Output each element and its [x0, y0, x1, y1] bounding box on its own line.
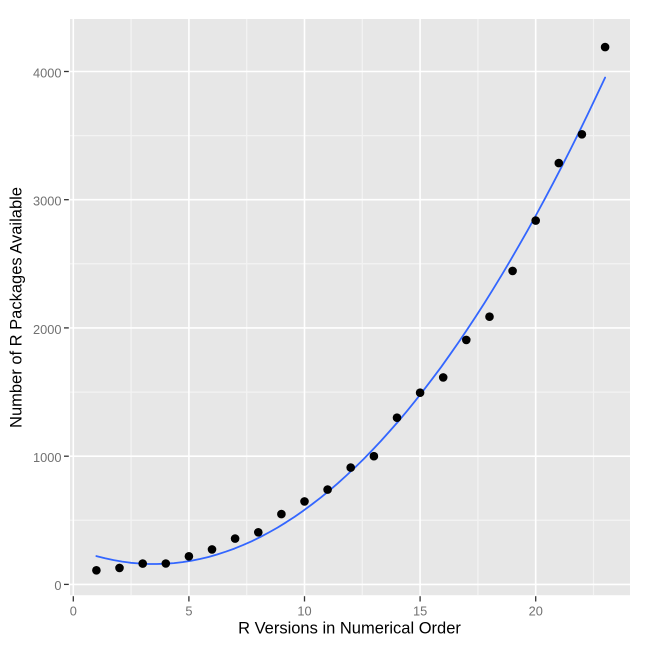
svg-text:Number of R Packages Available: Number of R Packages Available — [8, 187, 26, 428]
svg-text:5: 5 — [185, 604, 192, 619]
svg-text:2000: 2000 — [33, 322, 61, 337]
svg-text:0: 0 — [70, 604, 77, 619]
svg-text:4000: 4000 — [33, 65, 61, 80]
svg-text:3000: 3000 — [33, 194, 61, 209]
svg-text:1000: 1000 — [33, 450, 61, 465]
svg-text:20: 20 — [529, 604, 543, 619]
svg-text:10: 10 — [297, 604, 311, 619]
svg-text:15: 15 — [413, 604, 427, 619]
svg-text:0: 0 — [54, 578, 61, 593]
svg-text:R Versions in Numerical Order: R Versions in Numerical Order — [238, 620, 461, 638]
